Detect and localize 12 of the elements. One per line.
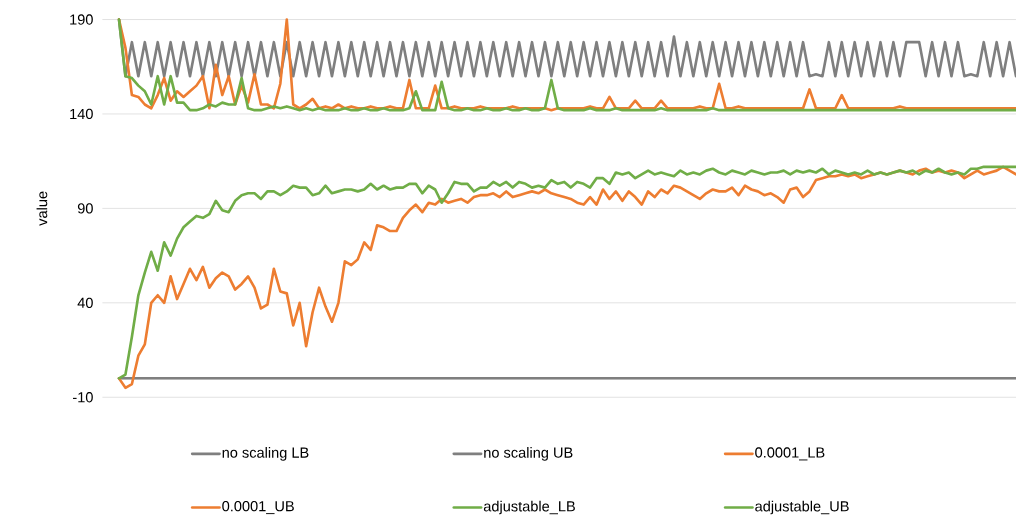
y-tick-label: 190 (70, 14, 93, 25)
y-axis-title: value (36, 191, 48, 226)
legend-label: no scaling UB (484, 446, 573, 461)
y-tick-label: -10 (73, 391, 93, 403)
y-tick-label: 40 (77, 297, 93, 308)
legend-label: adjustable_LB (483, 500, 575, 515)
legend-label: no scaling LB (222, 446, 309, 461)
y-tick-label: 140 (70, 108, 93, 119)
legend-label: 0.0001_UB (222, 500, 294, 514)
legend-label: 0.0001_LB (755, 447, 825, 461)
legend-label: adjustable_UB (755, 500, 849, 515)
y-tick-label: 90 (77, 203, 93, 214)
